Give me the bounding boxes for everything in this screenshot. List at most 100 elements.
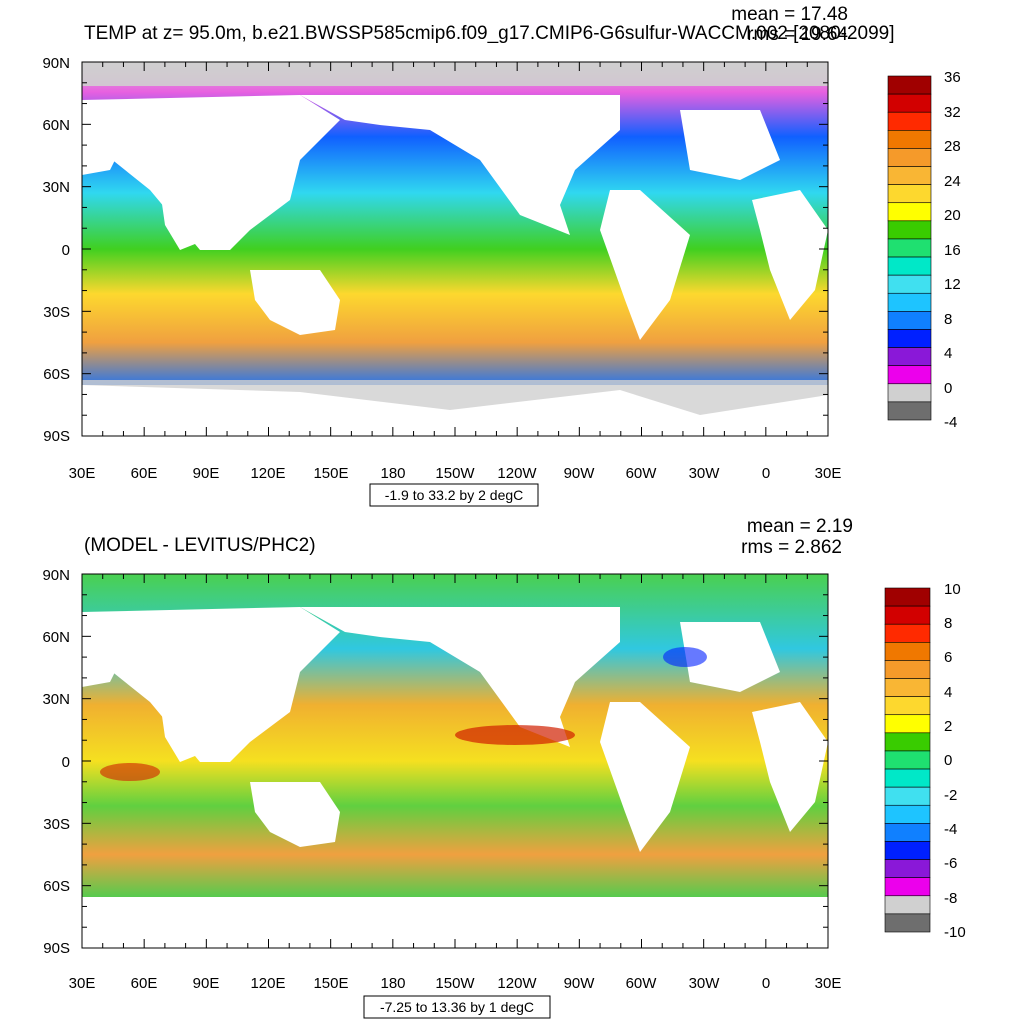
colorbar-label: -4 [944, 414, 957, 431]
lon-label: 30W [689, 975, 721, 992]
bottom-longitude-labels: 30E 60E 90E 120E 150E 180 150W 120W 90W … [69, 975, 842, 992]
colorbar-swatch [887, 148, 932, 167]
colorbar-swatch [884, 587, 931, 607]
bottom-latitude-labels: 90N 60N 30N 0 30S 60S 90S [42, 567, 70, 957]
colorbar-label: 0 [944, 380, 952, 397]
lat-label: 60N [42, 117, 70, 134]
bottom-contour-info: -7.25 to 13.36 by 1 degC [380, 999, 534, 1015]
colorbar-swatch [887, 329, 932, 348]
colorbar-swatch [884, 642, 931, 661]
lon-label: 60E [131, 465, 158, 482]
axis-ticks [81, 61, 829, 949]
bottom-land [82, 607, 828, 852]
lat-label: 60N [42, 629, 70, 646]
colorbar-swatch [887, 401, 932, 421]
colorbar-swatch [887, 274, 932, 294]
top-longitude-labels: 30E 60E 90E 120E 150E 180 150W 120W 90W … [69, 465, 842, 482]
colorbar-swatch [887, 75, 932, 95]
lon-label: 150E [313, 975, 348, 992]
colorbar-label: -10 [944, 924, 966, 941]
lat-label: 90N [42, 567, 70, 584]
top-colorbar-labels: 36 32 28 24 20 16 12 8 4 0 -4 [944, 69, 961, 431]
lon-label: 180 [380, 975, 405, 992]
top-latitude-labels: 90N 60N 30N 0 30S 60S 90S [42, 55, 70, 445]
lon-label: 90W [564, 975, 596, 992]
bottom-colorbar-labels: 10 8 6 4 2 0 -2 -4 -6 -8 -10 [944, 581, 966, 941]
lon-label: 30E [69, 975, 96, 992]
lon-label: 150W [435, 465, 475, 482]
bottom-panel: (MODEL - LEVITUS/PHC2) mean = 2.19 rms =… [42, 516, 966, 1019]
colorbar-swatch [884, 714, 931, 734]
colorbar-label: 32 [944, 104, 961, 121]
colorbar-swatch [884, 786, 931, 806]
lon-label: 150E [313, 465, 348, 482]
bottom-panel-title: (MODEL - LEVITUS/PHC2) [84, 535, 316, 556]
colorbar-swatch [887, 184, 932, 204]
lon-label: 0 [762, 465, 770, 482]
top-panel: TEMP at z= 95.0m, b.e21.BWSSP585cmip6.f0… [42, 4, 961, 507]
lon-label: 30E [815, 975, 842, 992]
colorbar-swatch [884, 877, 931, 897]
lon-label: 120W [497, 465, 537, 482]
colorbar-label: 10 [944, 581, 961, 598]
bottom-panel-mean: mean = 2.19 [747, 516, 853, 537]
top-panel-mean: mean = 17.48 [731, 4, 848, 25]
colorbar-label: 28 [944, 138, 961, 155]
lat-label: 90N [42, 55, 70, 72]
lat-label: 60S [43, 878, 70, 895]
colorbar-swatch [887, 383, 932, 403]
lat-label: 30S [43, 816, 70, 833]
lon-label: 180 [380, 465, 405, 482]
lon-label: 120E [250, 465, 285, 482]
colorbar-label: 20 [944, 207, 961, 224]
colorbar-swatch [887, 292, 932, 312]
lon-label: 30E [69, 465, 96, 482]
colorbar-label: -4 [944, 821, 957, 838]
colorbar-swatch [887, 238, 932, 258]
colorbar-label: 0 [944, 752, 952, 769]
lon-label: 60W [626, 975, 658, 992]
top-panel-rms: rms = 19.64 [747, 24, 848, 45]
lat-label: 90S [43, 940, 70, 957]
colorbar-label: 4 [944, 345, 952, 362]
colorbar-swatch [884, 660, 931, 679]
lon-label: 90W [564, 465, 596, 482]
lon-label: 90E [193, 975, 220, 992]
colorbar-label: -8 [944, 890, 957, 907]
lat-label: 30N [42, 691, 70, 708]
colorbar-swatch [884, 696, 931, 716]
lat-label: 90S [43, 428, 70, 445]
colorbar-swatch [887, 220, 932, 240]
bottom-antarctica [82, 897, 828, 948]
top-antarctica [82, 385, 828, 436]
top-panel-title: TEMP at z= 95.0m, b.e21.BWSSP585cmip6.f0… [84, 23, 895, 44]
colorbar-label: 36 [944, 69, 961, 86]
lon-label: 120E [250, 975, 285, 992]
top-colorbar [887, 75, 932, 421]
top-contour-info-box [369, 483, 539, 507]
bottom-contour-info-box [363, 995, 551, 1019]
colorbar-swatch [887, 311, 932, 330]
lat-label: 0 [62, 754, 70, 771]
lat-label: 30N [42, 179, 70, 196]
colorbar-label: 8 [944, 615, 952, 632]
colorbar-swatch [884, 732, 931, 752]
colorbar-swatch [884, 768, 931, 788]
colorbar-swatch [884, 895, 931, 915]
colorbar-swatch [887, 93, 932, 113]
colorbar-swatch [887, 365, 932, 385]
colorbar-swatch [884, 750, 931, 770]
colorbar-label: 2 [944, 718, 952, 735]
colorbar-swatch [887, 256, 932, 276]
colorbar-swatch [884, 823, 931, 842]
top-land [82, 95, 828, 340]
colorbar-label: 8 [944, 311, 952, 328]
lon-label: 30E [815, 465, 842, 482]
colorbar-swatch [887, 347, 932, 366]
colorbar-label: -6 [944, 855, 957, 872]
colorbar-swatch [884, 859, 931, 878]
colorbar-label: -2 [944, 787, 957, 804]
lon-label: 60E [131, 975, 158, 992]
bottom-panel-rms: rms = 2.862 [741, 537, 842, 558]
bottom-map [81, 573, 829, 949]
